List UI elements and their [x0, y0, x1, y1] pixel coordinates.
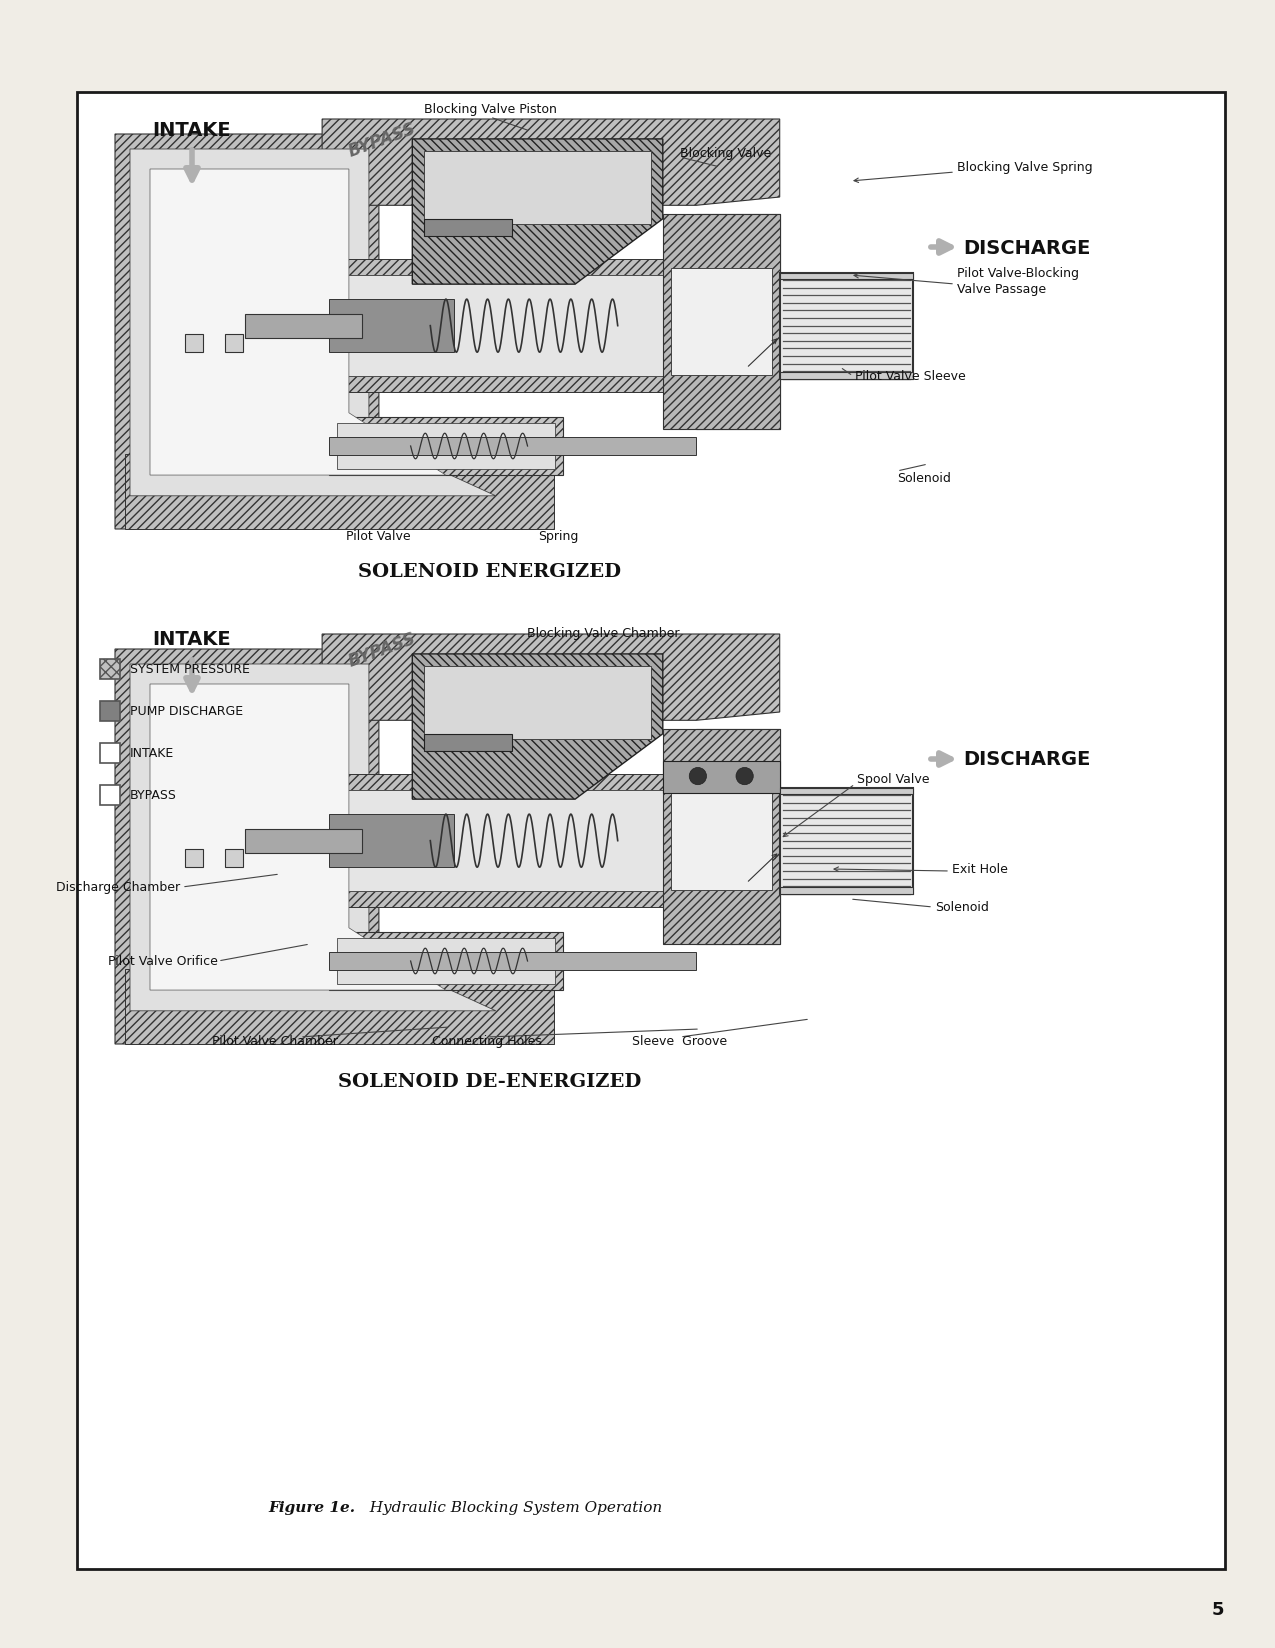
Bar [329, 814, 454, 868]
Bar [185, 335, 203, 353]
Bar [780, 372, 913, 379]
Text: DISCHARGE: DISCHARGE [963, 239, 1090, 257]
Bar [780, 274, 913, 280]
Bar [780, 788, 913, 895]
Polygon shape [323, 120, 780, 206]
Circle shape [690, 768, 706, 784]
Bar [99, 702, 120, 722]
Bar [337, 424, 555, 470]
Text: Blocking Valve: Blocking Valve [680, 147, 771, 160]
Bar [780, 888, 913, 895]
Text: Sleeve  Groove: Sleeve Groove [632, 1035, 728, 1048]
Text: DISCHARGE: DISCHARGE [963, 750, 1090, 770]
Bar [96, 115, 929, 529]
Polygon shape [663, 728, 780, 944]
Polygon shape [115, 649, 555, 1045]
Bar [425, 735, 513, 751]
Text: Hydraulic Blocking System Operation: Hydraulic Blocking System Operation [360, 1500, 662, 1515]
Text: Discharge Chamber: Discharge Chamber [56, 882, 180, 893]
Bar [696, 728, 780, 944]
Polygon shape [150, 684, 446, 990]
Polygon shape [663, 214, 780, 430]
Polygon shape [412, 140, 663, 285]
Bar [696, 214, 780, 430]
Polygon shape [130, 150, 496, 496]
Text: BYPASS: BYPASS [346, 630, 418, 671]
Polygon shape [412, 654, 663, 799]
Bar [329, 933, 562, 990]
Text: 5: 5 [1211, 1600, 1224, 1618]
Text: Blocking Valve Spring: Blocking Valve Spring [958, 162, 1093, 175]
Text: Spring: Spring [538, 531, 578, 544]
Bar [99, 743, 120, 763]
Bar [329, 275, 746, 377]
Text: Connecting Holes: Connecting Holes [432, 1035, 542, 1048]
Bar [425, 666, 650, 738]
Bar [245, 829, 362, 854]
Bar [329, 953, 696, 971]
Text: Blocking Valve Piston: Blocking Valve Piston [423, 104, 556, 117]
Bar [425, 219, 513, 237]
Bar [780, 274, 913, 379]
Bar [329, 438, 696, 455]
Bar [329, 260, 746, 275]
Bar [224, 849, 244, 867]
Text: Exit Hole: Exit Hole [952, 864, 1007, 877]
Polygon shape [323, 634, 780, 720]
Bar [76, 92, 1225, 1569]
Text: Pilot Valve Chamber: Pilot Valve Chamber [212, 1035, 338, 1048]
Bar [329, 892, 746, 908]
Bar [337, 938, 555, 984]
Text: Blocking Valve Chamber: Blocking Valve Chamber [527, 628, 680, 639]
Text: Pilot Valve Sleeve: Pilot Valve Sleeve [856, 371, 965, 384]
Text: Solenoid: Solenoid [898, 471, 951, 485]
Polygon shape [150, 170, 446, 476]
Bar [329, 791, 746, 892]
Bar [245, 315, 362, 338]
Text: INTAKE: INTAKE [130, 747, 175, 760]
Text: Solenoid: Solenoid [935, 901, 989, 915]
Text: SOLENOID DE-ENERGIZED: SOLENOID DE-ENERGIZED [338, 1073, 641, 1091]
Bar [99, 786, 120, 806]
Text: Pilot Valve: Pilot Valve [346, 531, 411, 544]
Bar [671, 269, 771, 376]
Text: Pilot Valve-Blocking
Valve Passage: Pilot Valve-Blocking Valve Passage [958, 267, 1079, 297]
Text: BYPASS: BYPASS [130, 789, 177, 803]
Bar [185, 849, 203, 867]
Bar [425, 152, 650, 224]
Text: Spool Valve: Spool Valve [857, 773, 929, 786]
Bar [329, 417, 562, 476]
Bar [329, 377, 746, 392]
Text: SYSTEM PRESSURE: SYSTEM PRESSURE [130, 662, 250, 676]
Polygon shape [125, 455, 555, 529]
Polygon shape [130, 664, 496, 1012]
Bar [671, 783, 771, 892]
Bar [99, 659, 120, 679]
Bar [780, 788, 913, 794]
Text: INTAKE: INTAKE [153, 630, 231, 649]
Polygon shape [125, 969, 555, 1045]
Circle shape [736, 768, 754, 784]
Bar [96, 630, 929, 1045]
Text: BYPASS: BYPASS [346, 119, 418, 160]
Bar [663, 761, 780, 794]
Text: SOLENOID ENERGIZED: SOLENOID ENERGIZED [358, 562, 622, 580]
Polygon shape [115, 135, 555, 529]
Text: INTAKE: INTAKE [153, 120, 231, 140]
Bar [329, 775, 746, 791]
Bar [224, 335, 244, 353]
Bar [329, 300, 454, 353]
Text: PUMP DISCHARGE: PUMP DISCHARGE [130, 705, 244, 719]
Text: Figure 1e.: Figure 1e. [268, 1500, 354, 1515]
Text: Pilot Valve Orifice: Pilot Valve Orifice [108, 954, 218, 967]
